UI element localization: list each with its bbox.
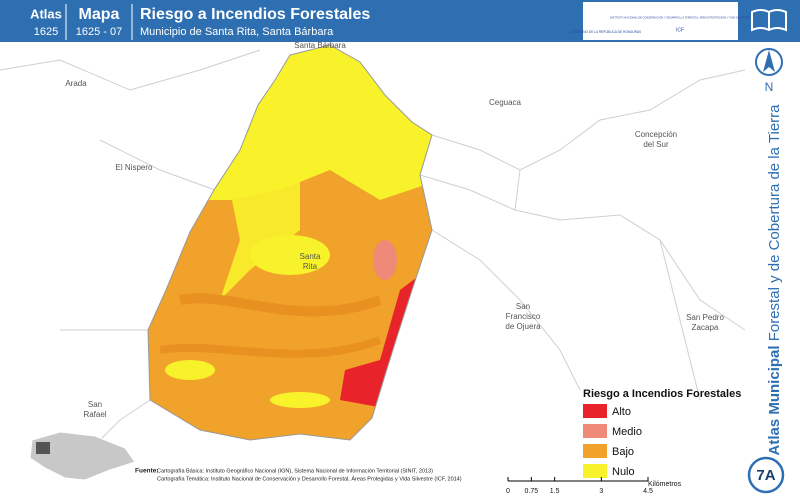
legend-label: Medio	[612, 426, 642, 438]
place-label: de Ojuera	[505, 322, 541, 331]
place-label: Francisco	[506, 312, 541, 321]
place-label: Rafael	[83, 410, 106, 419]
place-label: Rita	[303, 262, 318, 271]
inset-map	[29, 431, 136, 481]
north-circle	[755, 48, 783, 76]
legend-swatch	[583, 444, 607, 458]
inset-highlight	[36, 442, 50, 454]
map-subtitle: Municipio de Santa Rita, Santa Bárbara	[140, 26, 334, 38]
side-panel	[745, 42, 800, 500]
sheet-badge	[747, 456, 785, 494]
scale-label: 0	[506, 488, 510, 495]
place-label: Santa	[300, 252, 321, 261]
source-label: Fuente:	[135, 468, 158, 475]
north-arrow	[763, 50, 775, 72]
north-label: N	[765, 80, 774, 94]
sheet-label: 7A	[756, 467, 775, 484]
source-text: Cartografía Básica: Instituto Geográfico…	[157, 468, 433, 474]
municipality-outline	[147, 44, 433, 441]
scale-label: 4.5	[643, 488, 653, 495]
place-label: Arada	[65, 79, 87, 88]
legend-swatch	[583, 424, 607, 438]
logo-text: ICF	[676, 27, 684, 33]
map-label: Mapa	[79, 6, 120, 23]
boundaries	[0, 19, 746, 461]
scale-label: 0.75	[525, 488, 539, 495]
place-label: del Sur	[643, 140, 669, 149]
scale-label: 3	[599, 488, 603, 495]
legend-label: Nulo	[612, 466, 635, 478]
legend-title: Riesgo a Incendios Forestales	[583, 388, 741, 400]
place-label: San Pedro	[686, 313, 724, 322]
logo-text: INSTITUTO NACIONAL DE CONSERVACIÓN Y DES…	[610, 15, 750, 20]
source-text: Cartografía Temática: Instituto Nacional…	[157, 475, 462, 482]
logo-text: GOBIERNO DE LA REPÚBLICA DE HONDURAS	[571, 29, 641, 34]
place-label: Zacapa	[692, 323, 719, 332]
map-number: 1625 - 07	[76, 26, 122, 38]
scale-unit: Kilómetros	[648, 481, 682, 488]
atlas-number: 1625	[34, 26, 58, 38]
side-title: Atlas Municipal Forestal y de Cobertura …	[766, 104, 783, 456]
book-icon	[751, 9, 787, 32]
place-label: San	[88, 400, 102, 409]
place-label: Concepción	[635, 130, 677, 139]
side-title-rest: Forestal y de Cobertura de la Tierra	[766, 104, 783, 341]
place-label: Ceguaca	[489, 98, 522, 107]
side-title-bold: Atlas Municipal	[766, 345, 783, 455]
scale-label: 1.5	[550, 488, 560, 495]
place-label: Santa Bárbara	[294, 41, 346, 50]
legend-label: Bajo	[612, 446, 634, 458]
logo-box	[583, 2, 738, 40]
legend-label: Alto	[612, 406, 631, 418]
map-title: Riesgo a Incendios Forestales	[140, 6, 370, 23]
atlas-label: Atlas	[30, 6, 62, 21]
legend-swatch	[583, 404, 607, 418]
legend-swatch	[583, 464, 607, 478]
place-label: El Nispero	[116, 163, 153, 172]
place-label: San	[516, 302, 530, 311]
